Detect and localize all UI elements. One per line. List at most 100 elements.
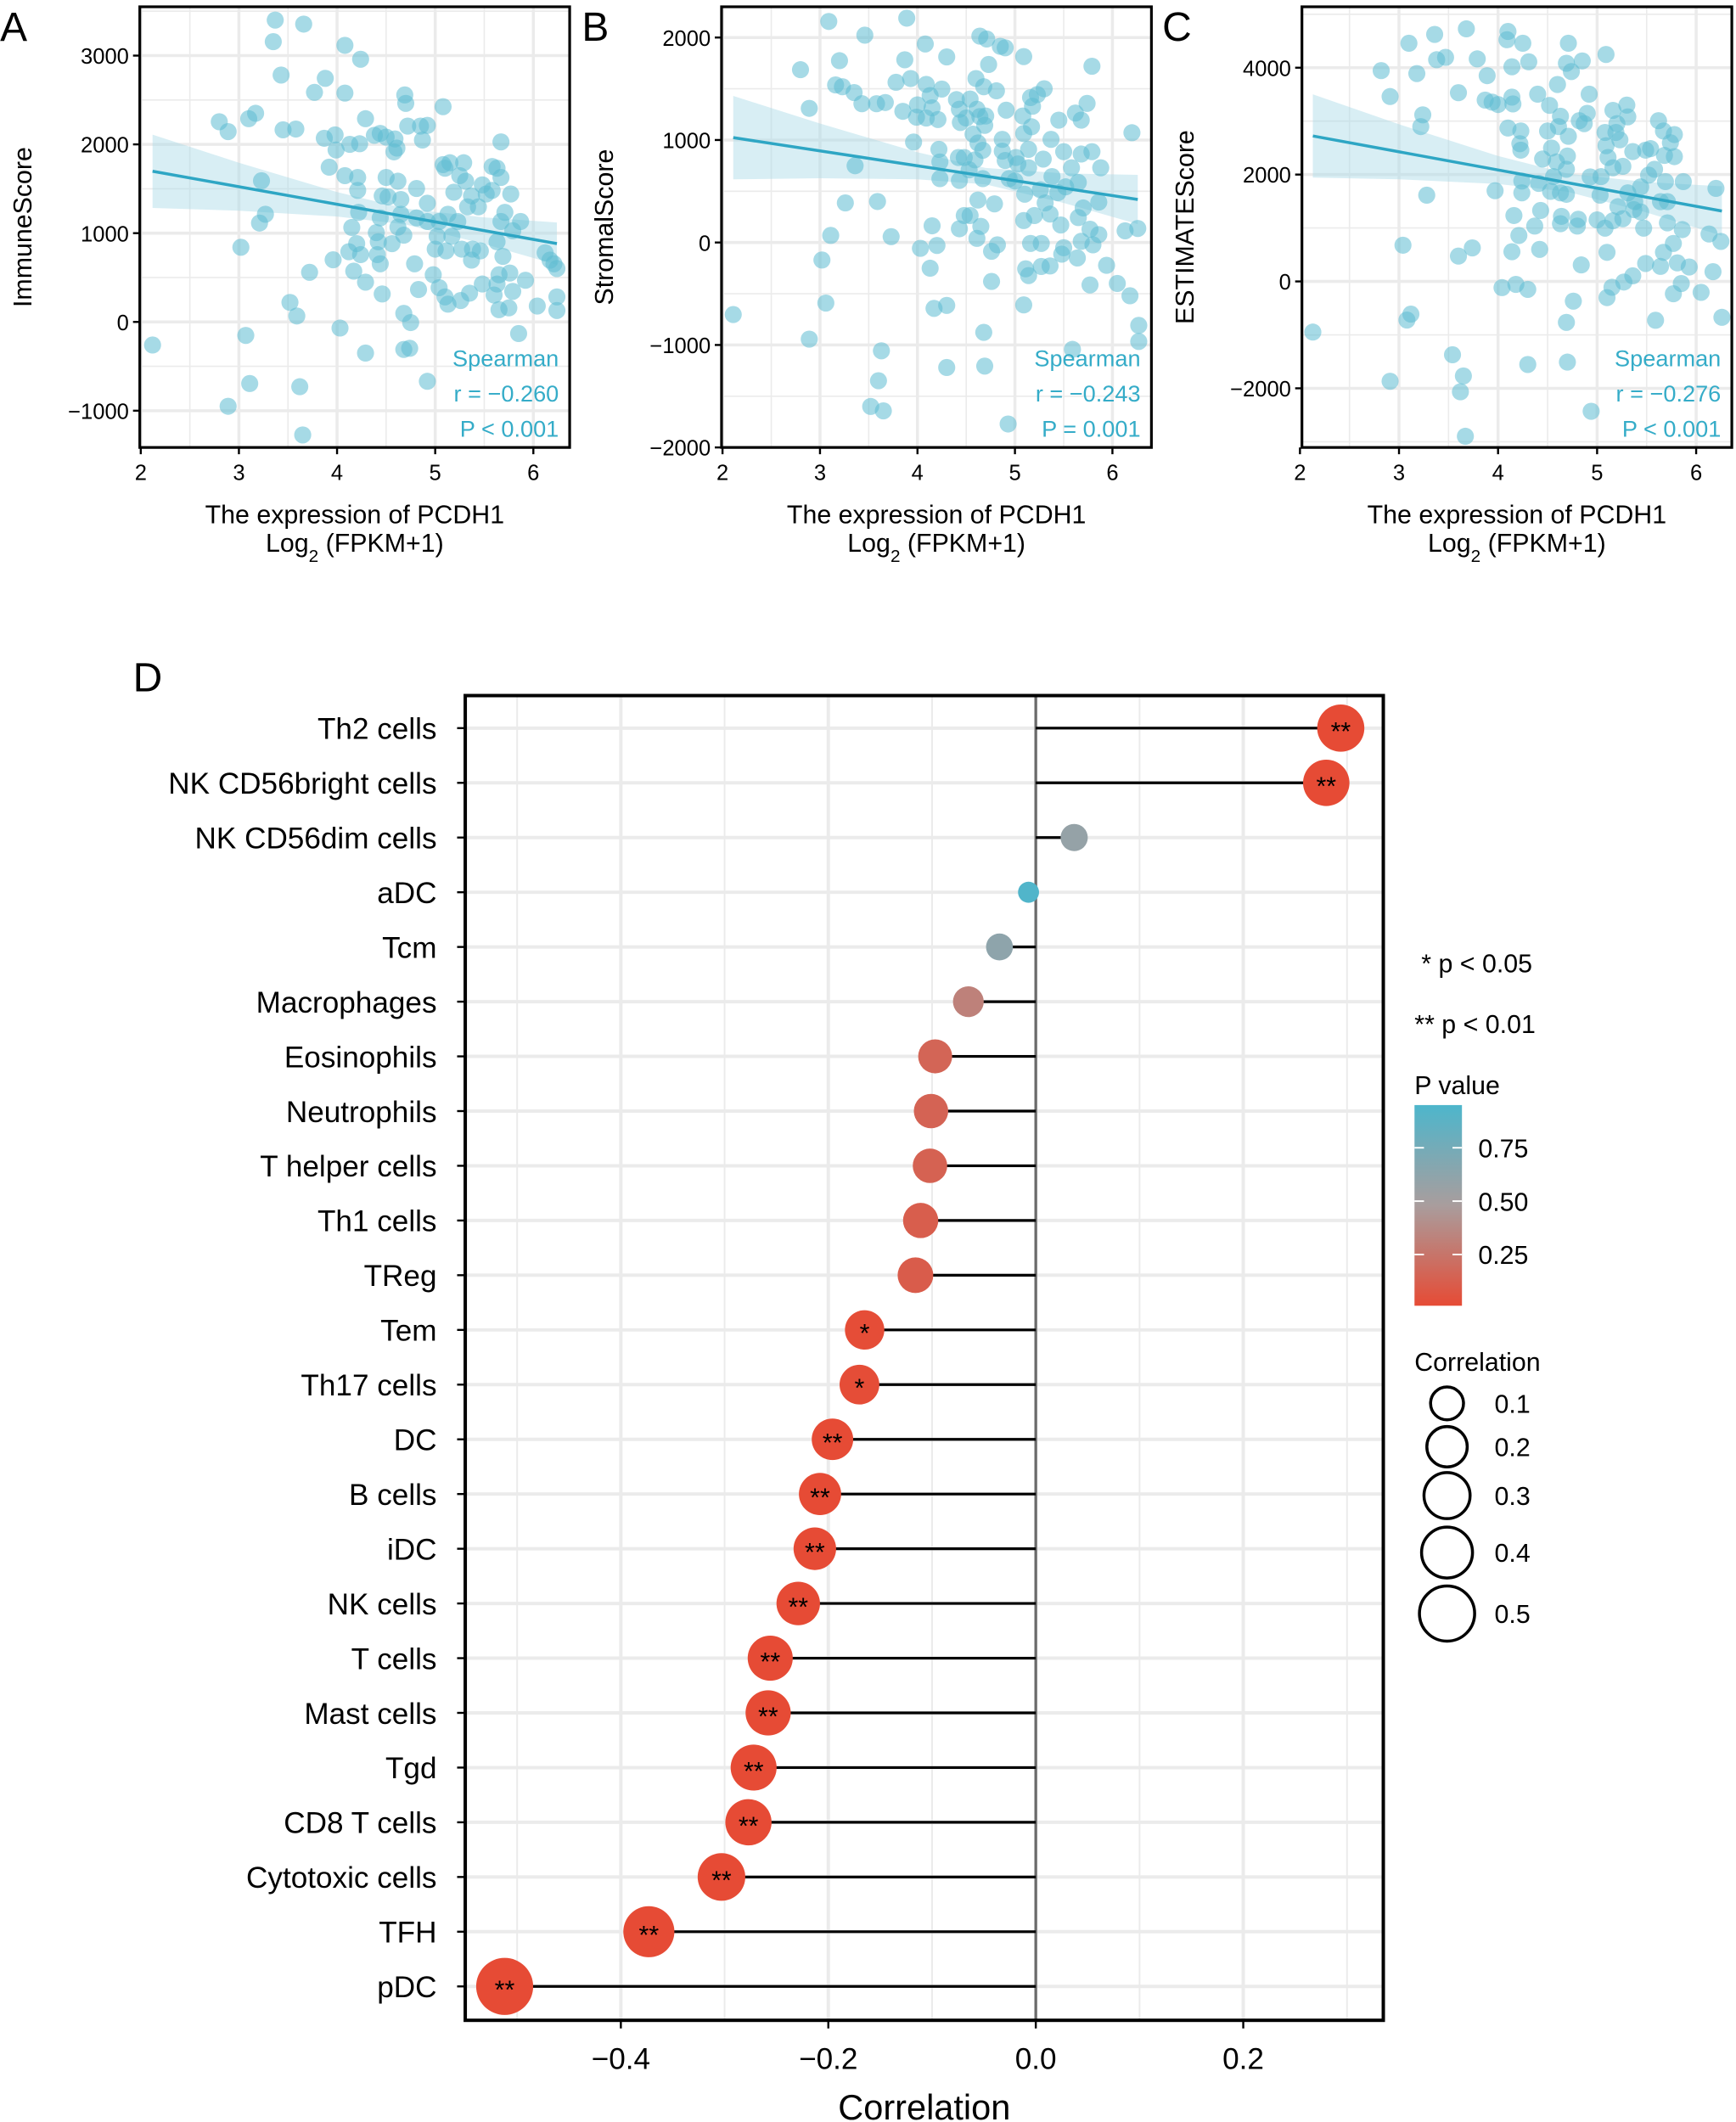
lollipop-dot bbox=[1018, 881, 1039, 903]
scatter-point bbox=[1513, 172, 1531, 190]
y-tick-label: 2000 bbox=[81, 134, 129, 158]
significance-stars: ** bbox=[744, 1758, 764, 1786]
scatter-point bbox=[1041, 205, 1059, 223]
scatter-point bbox=[357, 109, 374, 127]
significance-stars: * bbox=[855, 1375, 865, 1403]
scatter-point bbox=[267, 11, 284, 29]
scatter-point bbox=[1661, 134, 1679, 152]
units-text: Log bbox=[847, 530, 890, 558]
scatter-point bbox=[1503, 243, 1521, 261]
scatter-point bbox=[1109, 274, 1126, 293]
scatter-point bbox=[413, 131, 431, 149]
scatter-point bbox=[873, 342, 890, 360]
scatter-point bbox=[219, 122, 237, 141]
scatter-point bbox=[929, 110, 947, 128]
x-tick-label: −0.2 bbox=[799, 2043, 857, 2076]
scatter-point bbox=[1573, 52, 1591, 70]
scatter-point bbox=[1069, 249, 1087, 267]
scatter-point bbox=[1588, 211, 1606, 229]
scatter-point bbox=[1090, 194, 1108, 211]
scatter-point bbox=[887, 73, 905, 92]
scatter-point bbox=[1604, 101, 1622, 120]
scatter-point bbox=[369, 233, 387, 250]
scatter-point bbox=[395, 227, 413, 244]
lollipop-dot bbox=[812, 1418, 854, 1461]
scatter-point bbox=[1559, 34, 1577, 53]
scatter-point bbox=[836, 194, 854, 212]
lollipop-dot bbox=[897, 1257, 934, 1294]
scatter-point bbox=[938, 358, 956, 377]
scatter-point bbox=[1565, 292, 1582, 310]
scatter-point bbox=[419, 116, 436, 134]
scatter-point bbox=[1598, 244, 1616, 261]
y-axis-label: ESTIMATEScore bbox=[1171, 130, 1199, 324]
scatter-point bbox=[371, 255, 389, 272]
scatter-point bbox=[500, 299, 518, 317]
panel-label: D bbox=[133, 656, 163, 701]
scatter-point bbox=[471, 242, 489, 260]
scatter-point bbox=[912, 239, 930, 257]
scatter-point bbox=[1034, 150, 1052, 168]
lollipop-dot bbox=[952, 985, 984, 1018]
category-label: aDC bbox=[377, 877, 436, 910]
scatter-point bbox=[1680, 258, 1698, 276]
y-tick-label: −1000 bbox=[649, 334, 711, 358]
scatter-point bbox=[374, 285, 391, 303]
scatter-point bbox=[219, 397, 237, 415]
scatter-point bbox=[1597, 46, 1615, 64]
significance-stars: ** bbox=[1317, 773, 1337, 801]
scatter-point bbox=[978, 30, 996, 48]
scatter-point bbox=[801, 330, 818, 348]
units-subscript: 2 bbox=[1471, 547, 1481, 566]
scatter-point bbox=[502, 185, 520, 203]
scatter-point bbox=[461, 284, 479, 302]
x-tick-label: 0.0 bbox=[1015, 2043, 1057, 2076]
scatter-point bbox=[1531, 201, 1549, 220]
lollipop-dot bbox=[475, 1957, 534, 2015]
units-text: Log bbox=[1428, 530, 1471, 558]
scatter-point bbox=[351, 245, 369, 264]
scatter-point bbox=[975, 116, 994, 134]
scatter-point bbox=[301, 263, 318, 281]
scatter-point bbox=[1559, 147, 1576, 165]
x-tick-label: 2 bbox=[716, 461, 728, 485]
scatter-point bbox=[1407, 65, 1426, 82]
x-axis-label-units: Log2 (FPKM+1) bbox=[1428, 530, 1606, 566]
legend-size-label: 0.5 bbox=[1495, 1601, 1531, 1629]
scatter-point bbox=[1478, 67, 1496, 85]
scatter-point bbox=[379, 188, 397, 206]
scatter-point bbox=[1016, 185, 1034, 203]
x-axis-label-units: Log2 (FPKM+1) bbox=[847, 530, 1025, 566]
stat-annotation: Spearman bbox=[1615, 345, 1721, 371]
category-label: NK CD56dim cells bbox=[195, 822, 437, 856]
category-label: Th1 cells bbox=[317, 1205, 437, 1238]
scatter-point bbox=[1023, 118, 1041, 136]
category-label: NK cells bbox=[328, 1588, 437, 1621]
scatter-point bbox=[494, 248, 512, 266]
regression-line bbox=[152, 170, 558, 245]
scatter-point bbox=[931, 153, 949, 171]
grid bbox=[1301, 6, 1733, 448]
scatter-point bbox=[1436, 48, 1454, 66]
scatter-point bbox=[294, 426, 312, 444]
x-tick-label: 4 bbox=[331, 461, 343, 485]
scatter-point bbox=[1562, 63, 1581, 81]
panel-border bbox=[1301, 5, 1733, 449]
scatter-point bbox=[980, 55, 997, 74]
scatter-point bbox=[1632, 203, 1649, 221]
stat-annotation: Spearman bbox=[452, 345, 559, 371]
scatter-point bbox=[385, 143, 403, 160]
stat-annotation: r = −0.260 bbox=[454, 380, 559, 407]
lollipop-dot bbox=[799, 1473, 841, 1516]
colorbar-label: 0.25 bbox=[1478, 1242, 1528, 1270]
scatter-point bbox=[1611, 131, 1629, 149]
legend: * p < 0.05 ** p < 0.01 P value 0.75 0.50 0.25… bbox=[1414, 950, 1541, 1643]
scatter-point bbox=[898, 9, 916, 27]
scatter-point bbox=[1520, 53, 1537, 70]
x-tick-label: 6 bbox=[1106, 461, 1118, 485]
legend-size-circle bbox=[1429, 1385, 1465, 1422]
scatter-point bbox=[396, 94, 415, 112]
scatter-point bbox=[1425, 25, 1444, 43]
scatter-point bbox=[882, 227, 900, 245]
colorbar-label: 0.75 bbox=[1478, 1135, 1528, 1163]
